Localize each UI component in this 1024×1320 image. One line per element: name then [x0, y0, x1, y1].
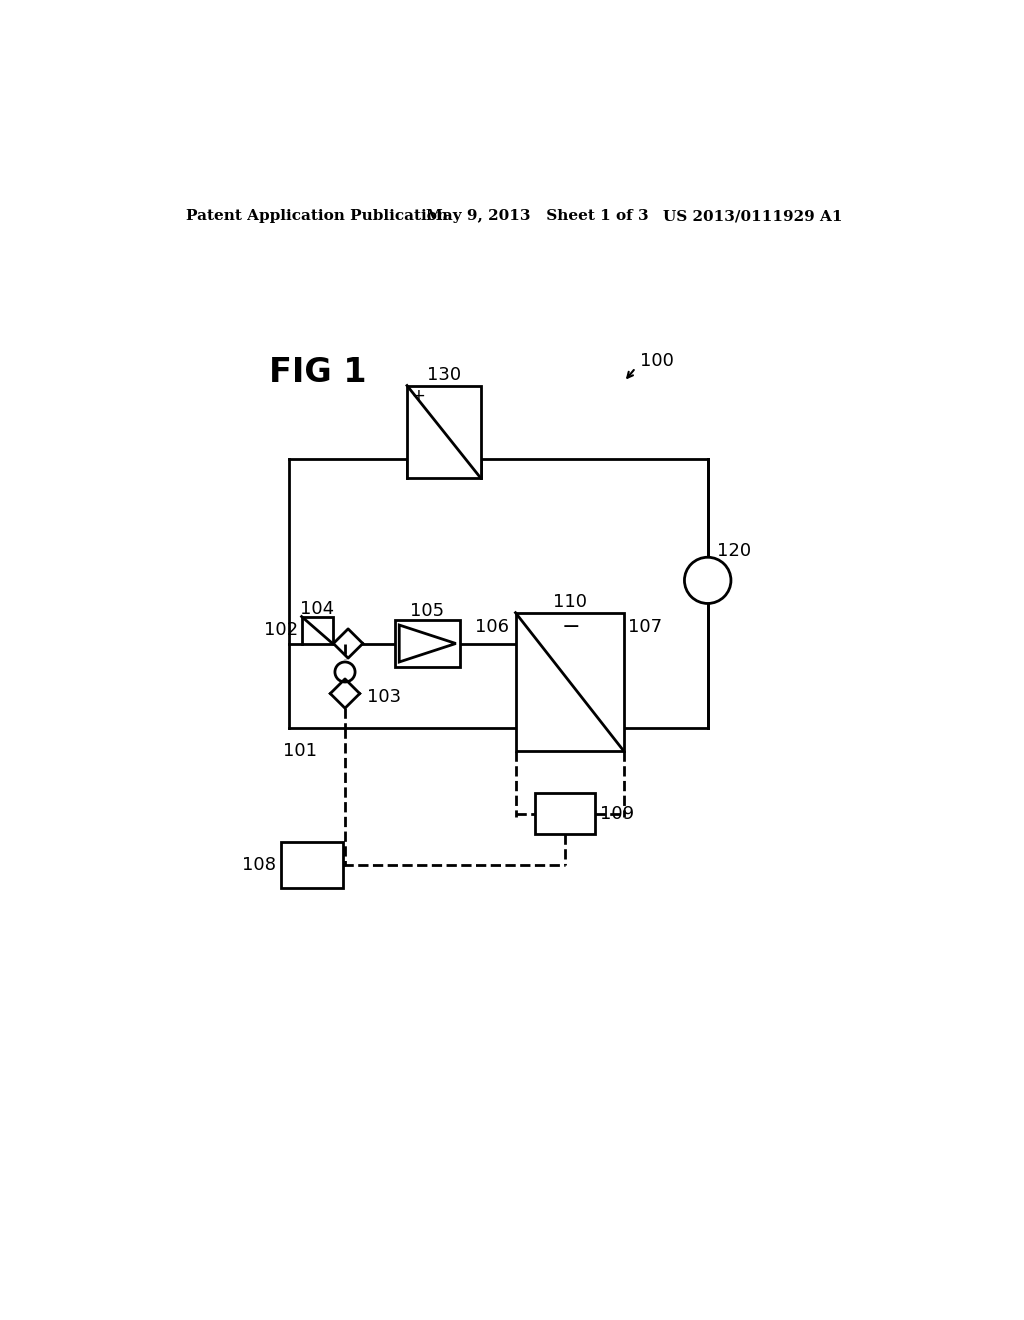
Text: 107: 107 [628, 618, 662, 635]
Text: +: + [412, 387, 426, 405]
Text: 130: 130 [427, 366, 461, 384]
Text: 103: 103 [367, 689, 400, 706]
Text: 110: 110 [553, 593, 587, 611]
Text: 104: 104 [300, 599, 334, 618]
Text: −: − [562, 616, 581, 636]
Text: 108: 108 [242, 857, 276, 874]
Bar [281, 842, 343, 888]
Bar [515, 612, 624, 751]
Text: 106: 106 [475, 618, 509, 635]
Bar [407, 385, 480, 478]
Circle shape [684, 557, 731, 603]
Bar [302, 616, 333, 644]
Bar [535, 793, 595, 834]
Text: 101: 101 [283, 742, 317, 760]
Text: US 2013/0111929 A1: US 2013/0111929 A1 [663, 209, 843, 223]
Text: 100: 100 [640, 352, 674, 370]
Text: 109: 109 [600, 805, 634, 822]
Bar [395, 620, 460, 667]
Text: 120: 120 [717, 543, 752, 560]
Circle shape [335, 663, 355, 682]
Text: FIG 1: FIG 1 [269, 356, 367, 389]
Text: Patent Application Publication: Patent Application Publication [186, 209, 449, 223]
Text: 105: 105 [410, 602, 444, 620]
Text: 102: 102 [264, 620, 299, 639]
Text: May 9, 2013   Sheet 1 of 3: May 9, 2013 Sheet 1 of 3 [426, 209, 649, 223]
